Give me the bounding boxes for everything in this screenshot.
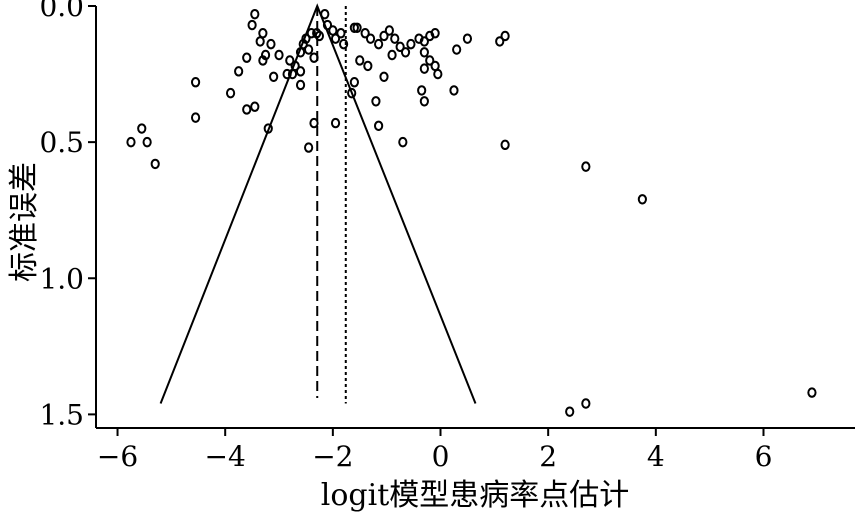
x-tick-label: −2 [312,440,353,473]
study-point [500,30,510,42]
study-point [295,66,306,77]
study-point [371,96,381,107]
study-point [406,38,416,50]
study-point [352,22,362,33]
study-point [266,38,276,50]
study-point [581,161,591,172]
study-point [250,8,260,20]
y-tick-label: 1.5 [39,398,84,431]
y-tick-label: 1.0 [39,262,84,295]
x-axis-title: logit模型患病率点估计 [321,478,630,513]
study-point [258,28,268,39]
study-point [387,49,397,61]
study-point [309,117,319,129]
study-point [330,117,341,129]
study-point [242,104,252,115]
y-tick-label: 0.5 [39,126,84,159]
study-point [150,158,160,170]
plot-marks [126,3,817,417]
study-point [452,44,462,55]
study-point [304,44,314,55]
study-point [379,71,389,82]
x-tick-label: 6 [755,440,773,473]
study-point [285,55,295,66]
study-point [374,120,384,131]
study-point [330,33,341,44]
study-point [137,123,147,134]
study-point [269,71,279,82]
study-point [142,136,152,148]
study-point [565,406,575,417]
x-tick-label: 2 [539,440,557,473]
study-point [260,49,271,61]
study-point [234,66,244,77]
study-point [295,79,306,91]
study-point [242,52,252,63]
study-point [225,87,236,99]
study-point [425,55,435,66]
study-point [417,85,427,96]
study-point [395,41,405,53]
y-tick-label: 0.0 [39,0,84,23]
study-point [390,33,400,44]
study-point [282,68,292,80]
study-point [274,49,284,61]
study-point [398,136,408,148]
study-point [419,96,429,107]
study-point [374,38,384,50]
study-point [363,60,373,72]
study-point [349,77,359,88]
study-point [287,68,298,80]
study-point [190,77,201,88]
study-point [336,28,346,39]
study-point [495,36,505,47]
study-point [347,87,357,99]
study-point [295,47,306,58]
y-axis-title: 标准误差 [7,162,42,282]
study-point [314,30,324,42]
study-point [637,194,647,205]
study-point [263,123,273,134]
study-point [190,112,201,123]
study-point [379,30,389,42]
x-tick-label: −4 [205,440,246,473]
study-point [581,398,591,409]
study-point [807,387,817,398]
study-point [365,33,376,44]
study-point [306,28,316,39]
study-point [328,25,338,36]
study-point [419,36,429,47]
study-point [355,55,365,66]
study-point [400,47,411,58]
x-tick-label: 0 [432,440,450,473]
study-point [255,36,265,47]
study-point [126,136,136,148]
study-point [320,8,330,20]
study-point [247,19,257,31]
study-point [462,33,473,44]
study-point [339,38,349,50]
study-point [433,68,443,80]
study-point [322,19,333,31]
axes: −6 −4 −2 0 2 4 6 0.0 0.5 1.0 1.5 [39,0,855,473]
study-point [430,60,440,72]
study-point [384,25,394,36]
x-tick-label: 4 [647,440,665,473]
study-point [304,142,314,153]
study-point [500,139,510,151]
study-point [250,101,260,112]
study-point [360,28,370,39]
x-tick-label: −6 [97,440,138,473]
study-point [449,85,459,96]
study-point [419,47,429,58]
study-point [309,52,319,63]
study-point [430,28,440,39]
study-point [419,63,429,74]
